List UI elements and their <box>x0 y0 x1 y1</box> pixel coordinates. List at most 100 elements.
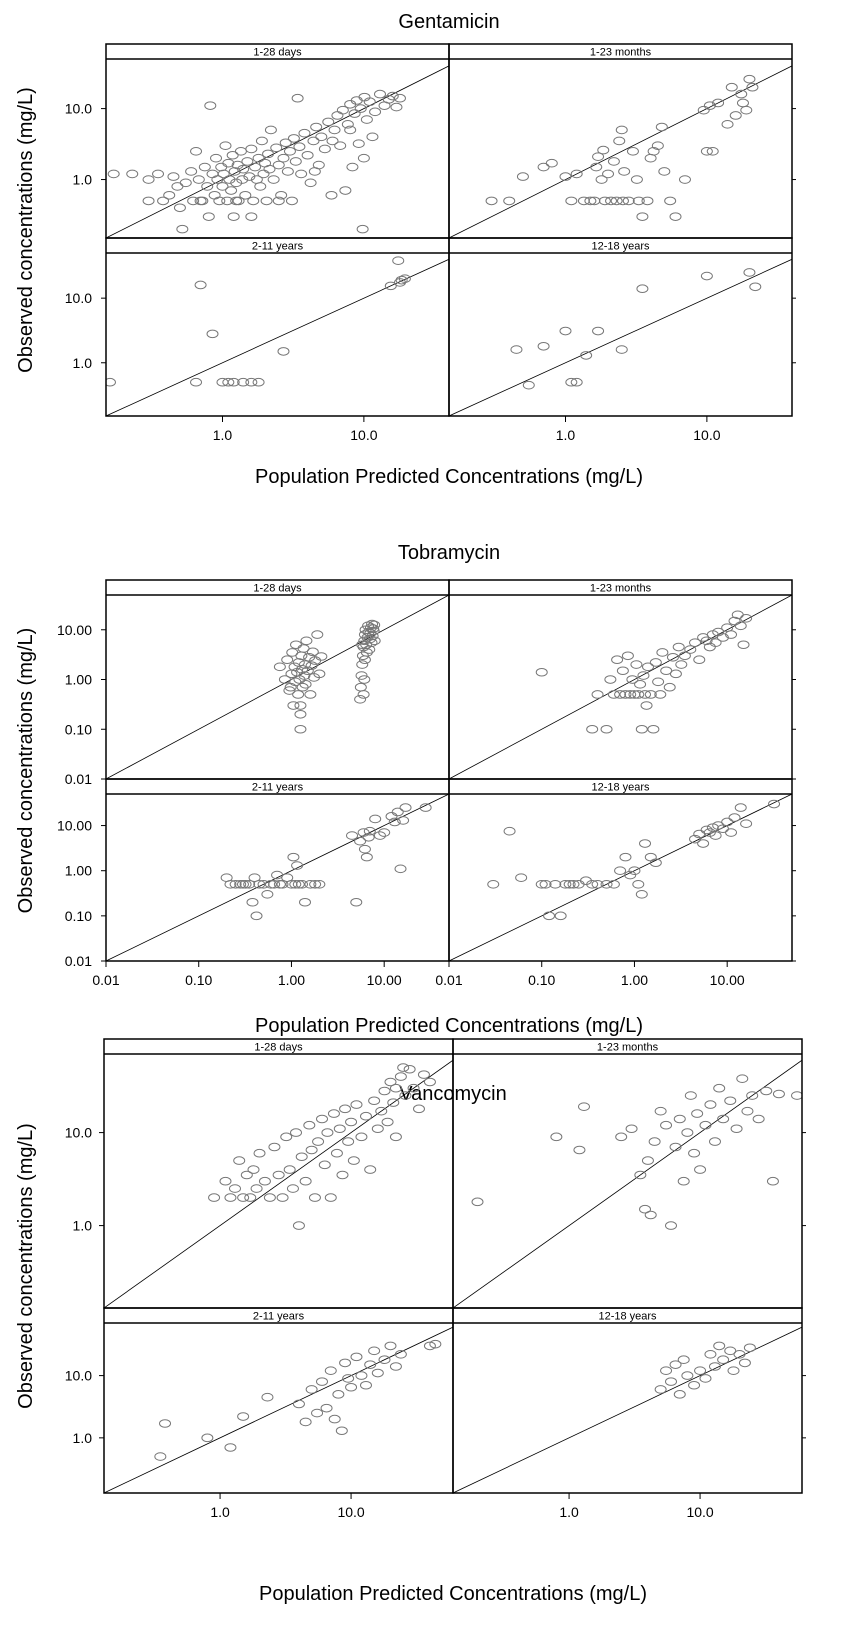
data-point <box>649 1138 660 1146</box>
data-point <box>633 880 644 888</box>
y-tick-label: 10.00 <box>57 818 92 834</box>
data-point <box>737 99 748 107</box>
chart-title: Tobramycin <box>398 542 500 564</box>
data-point <box>722 121 733 129</box>
y-tick-label: 1.0 <box>73 355 93 371</box>
data-point <box>332 112 343 120</box>
data-point <box>685 1092 696 1100</box>
data-point <box>282 168 293 176</box>
data-point <box>390 1363 401 1371</box>
data-point <box>246 213 257 221</box>
data-point <box>599 197 610 205</box>
data-point <box>674 1115 685 1123</box>
data-point <box>560 327 571 335</box>
data-point <box>357 661 368 669</box>
data-point <box>392 808 403 816</box>
data-point <box>383 96 394 104</box>
data-point <box>329 1415 340 1423</box>
data-point <box>186 168 197 176</box>
data-point <box>127 170 138 178</box>
data-point <box>295 725 306 733</box>
data-point <box>728 1367 739 1375</box>
data-point <box>218 170 229 178</box>
data-point <box>659 168 670 176</box>
data-point <box>271 144 282 152</box>
data-point <box>207 330 218 338</box>
x-tick-label: 10.00 <box>367 972 402 988</box>
data-point <box>361 116 372 124</box>
data-point <box>744 269 755 277</box>
data-point <box>596 176 607 184</box>
data-point <box>216 163 227 171</box>
data-point <box>665 197 676 205</box>
data-point <box>325 1194 336 1202</box>
data-point <box>676 661 687 669</box>
data-point <box>705 1350 716 1358</box>
data-point <box>627 676 638 684</box>
data-point <box>767 1177 778 1185</box>
data-point <box>369 1347 380 1355</box>
data-point <box>682 1129 693 1137</box>
x-axis-label: Population Predicted Concentrations (mg/… <box>255 466 643 488</box>
data-point <box>251 912 262 920</box>
y-tick-label: 10.00 <box>57 622 92 638</box>
data-point <box>228 213 239 221</box>
data-point <box>741 615 752 623</box>
data-point <box>372 1125 383 1133</box>
data-point <box>369 1097 380 1105</box>
data-point <box>348 1157 359 1165</box>
data-point <box>636 725 647 733</box>
data-point <box>312 1409 323 1417</box>
panel-2: 2-11 years1.0 10.01.010.0 <box>65 238 449 443</box>
data-point <box>227 151 238 159</box>
data-point <box>679 176 690 184</box>
data-point <box>640 840 651 848</box>
data-point <box>311 123 322 131</box>
data-point <box>642 1157 653 1165</box>
data-point <box>620 853 631 861</box>
data-point <box>731 1125 742 1133</box>
data-point <box>302 151 313 159</box>
data-point <box>741 106 752 114</box>
data-point <box>574 1146 585 1154</box>
y-axis-label: Observed concentrations (mg/L) <box>15 628 37 914</box>
data-point <box>308 137 319 145</box>
data-point <box>636 891 647 899</box>
data-point <box>288 702 299 710</box>
x-tick-label: 1.0 <box>210 1504 230 1520</box>
data-point <box>638 672 649 680</box>
data-point <box>643 663 654 671</box>
data-point <box>657 649 668 657</box>
data-point <box>262 1393 273 1401</box>
data-point <box>353 140 364 148</box>
data-point <box>664 683 675 691</box>
data-point <box>273 197 284 205</box>
data-point <box>622 652 633 660</box>
x-tick-label: 1.00 <box>278 972 305 988</box>
data-point <box>614 137 625 145</box>
data-point <box>640 1205 651 1213</box>
data-point <box>207 170 218 178</box>
data-point <box>276 191 287 199</box>
data-point <box>351 898 362 906</box>
data-point <box>360 1381 371 1389</box>
x-tick-label: 0.10 <box>185 972 212 988</box>
data-point <box>360 1112 371 1120</box>
data-point <box>153 170 164 178</box>
data-point <box>247 898 258 906</box>
data-point <box>593 327 604 335</box>
data-point <box>209 191 220 199</box>
data-point <box>566 197 577 205</box>
data-point <box>472 1198 483 1206</box>
panel-border <box>449 238 792 416</box>
data-point <box>641 702 652 710</box>
data-point <box>164 191 175 199</box>
data-point <box>358 154 369 162</box>
data-point <box>655 1107 666 1115</box>
data-point <box>256 137 267 145</box>
data-point <box>705 1101 716 1109</box>
x-tick-label: 10.0 <box>693 427 720 443</box>
data-point <box>304 1121 315 1129</box>
x-tick-label: 0.01 <box>435 972 462 988</box>
